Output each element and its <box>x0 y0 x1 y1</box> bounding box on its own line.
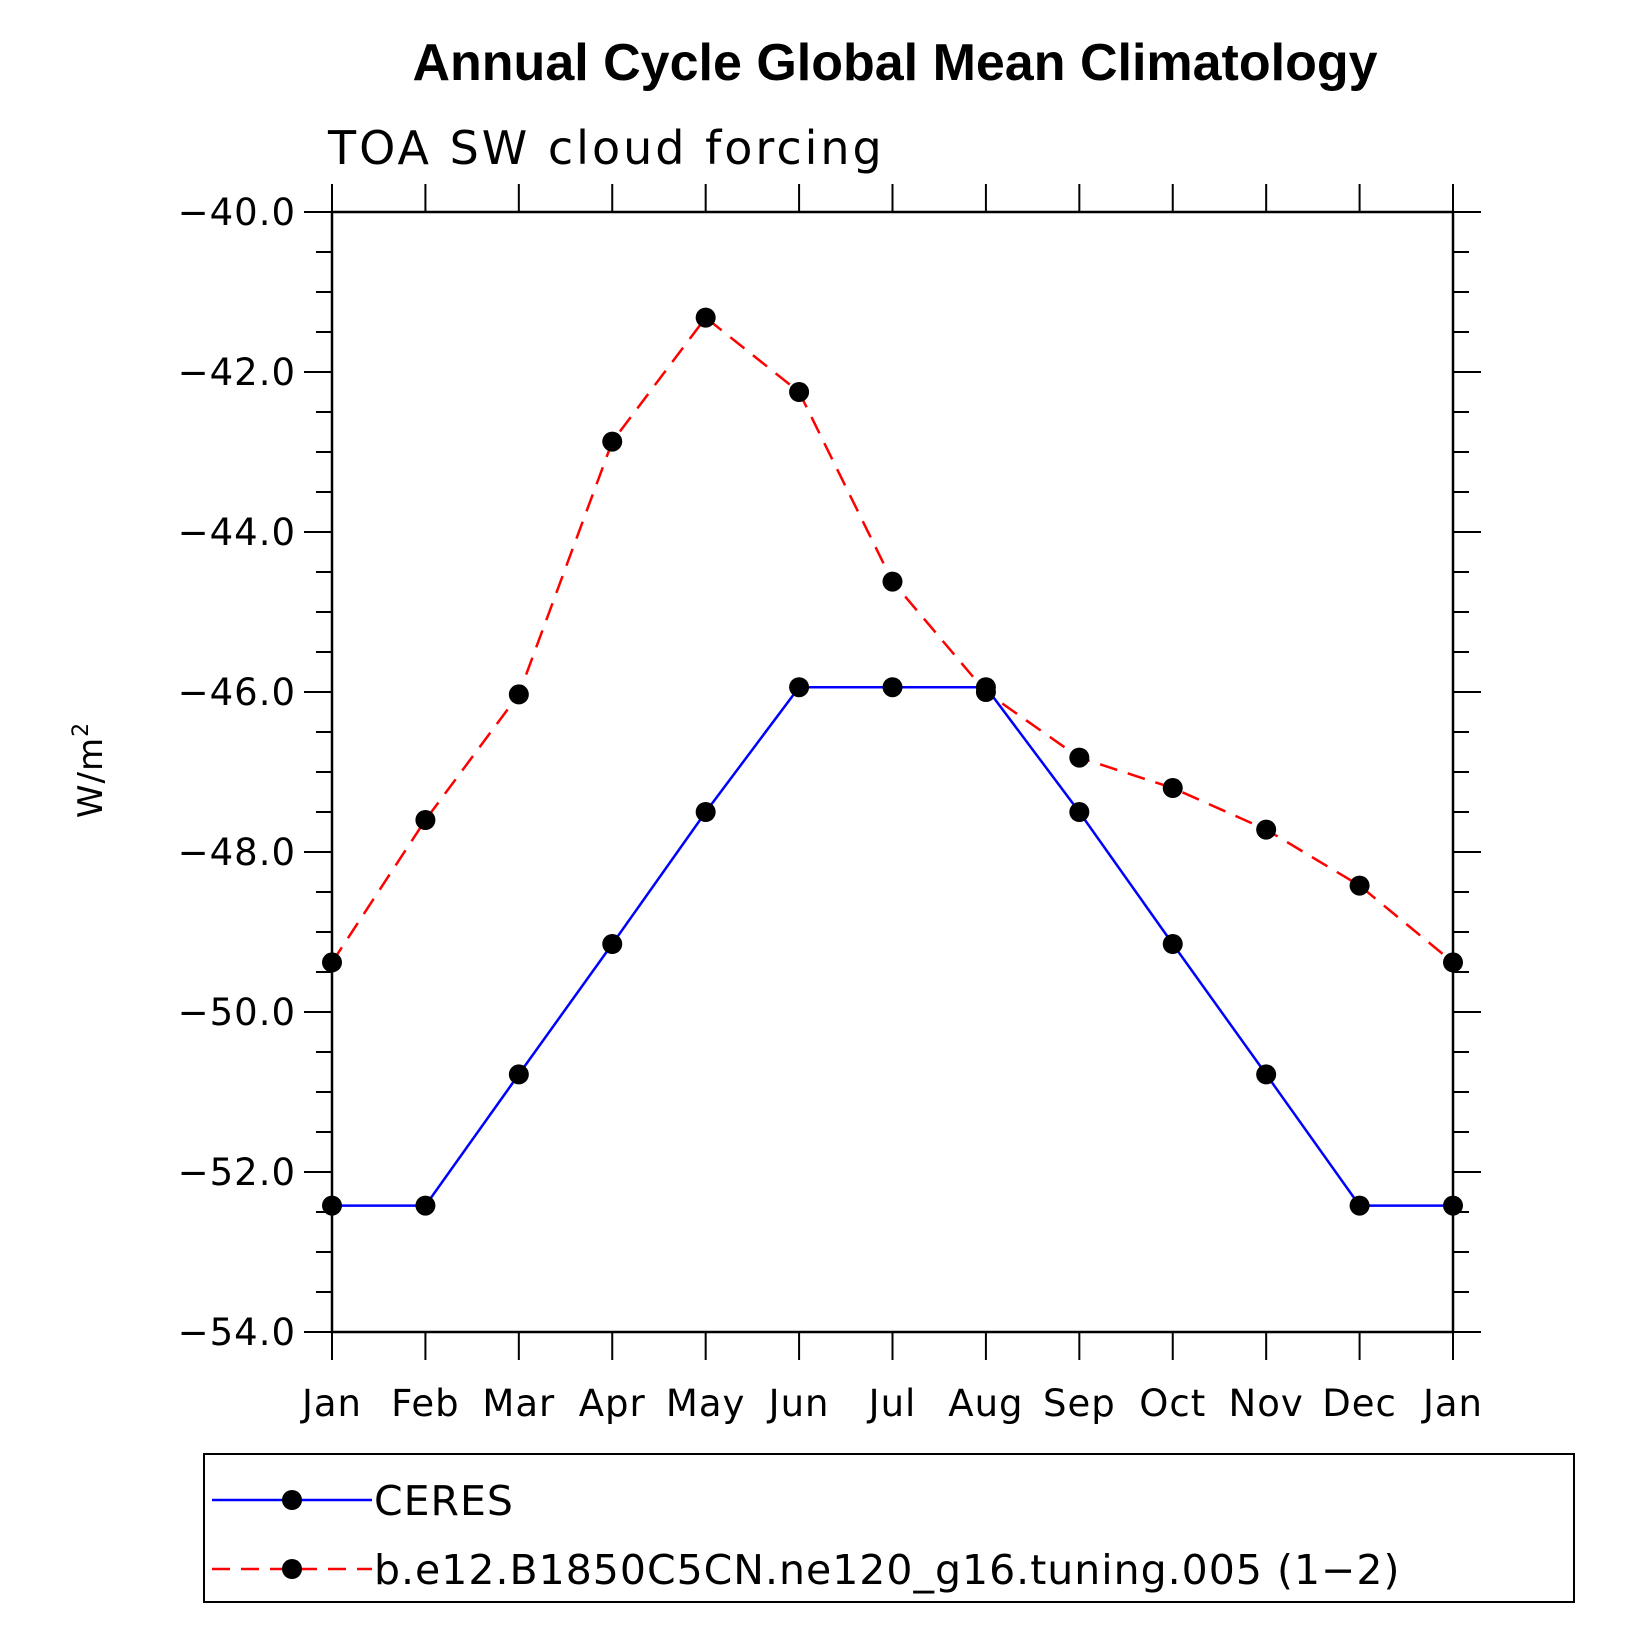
data-point-model <box>602 431 623 452</box>
y-tick-label: −52.0 <box>178 1151 296 1194</box>
x-tick-label: Jan <box>300 1382 362 1425</box>
data-point-ceres <box>322 1195 342 1216</box>
data-point-ceres <box>1443 1195 1463 1216</box>
y-tick-labels: −40.0 −42.0 −44.0 −46.0 −48.0 −50.0 −52.0 −54.0 <box>178 191 296 1354</box>
data-point-ceres <box>602 934 623 954</box>
y-tick-label: −46.0 <box>178 671 296 714</box>
legend-marker-model <box>282 1559 302 1579</box>
data-point-model <box>1256 819 1277 840</box>
data-point-ceres <box>789 677 810 698</box>
y-tick-label: −40.0 <box>178 191 296 234</box>
data-point-model <box>1162 778 1183 798</box>
data-point-model <box>789 382 810 402</box>
data-point-model <box>508 684 529 705</box>
x-tick-label: Oct <box>1139 1382 1206 1425</box>
x-tick-labels: Jan Feb Mar Apr May Jun Jul Aug Sep Oct Nov Dec Jan <box>300 1382 1483 1425</box>
data-point-model <box>882 571 903 592</box>
y-tick-label: −44.0 <box>178 511 296 554</box>
x-tick-label: Sep <box>1043 1382 1116 1425</box>
x-tick-label: Feb <box>391 1382 460 1425</box>
y-tick-label: −42.0 <box>178 351 296 394</box>
y-tick-label: −54.0 <box>178 1311 296 1354</box>
data-point-ceres <box>1069 802 1090 822</box>
data-point-ceres <box>1349 1195 1370 1216</box>
x-tick-label: Mar <box>482 1382 555 1425</box>
legend-marker-ceres <box>282 1490 302 1510</box>
legend-box <box>203 1453 1575 1603</box>
data-point-model <box>1349 875 1370 896</box>
x-tick-label: Apr <box>579 1382 646 1425</box>
legend: CERES b.e12.B1850C5CN.ne120_g16.tuning.0… <box>203 1453 1575 1603</box>
data-point-ceres <box>695 802 716 822</box>
x-tick-label: Aug <box>948 1382 1023 1425</box>
plot-frame <box>330 210 1455 1334</box>
x-tick-label: Nov <box>1229 1382 1304 1425</box>
x-tick-label: Jul <box>867 1382 917 1425</box>
chart-subtitle: TOA SW cloud forcing <box>327 121 885 175</box>
data-point-model <box>975 682 996 702</box>
y-axis-label: W/m2 <box>69 722 111 818</box>
x-tick-label: Jun <box>767 1382 830 1425</box>
data-point-ceres <box>415 1195 436 1216</box>
data-point-model <box>1443 952 1463 973</box>
y-tick-label: −50.0 <box>178 991 296 1034</box>
data-point-ceres <box>1256 1064 1277 1085</box>
x-tick-label: Dec <box>1322 1382 1397 1425</box>
x-tick-label: May <box>666 1382 746 1425</box>
legend-label-ceres: CERES <box>374 1477 514 1525</box>
data-point-ceres <box>1162 934 1183 954</box>
x-tick-label: Jan <box>1421 1382 1483 1425</box>
plot-axes <box>304 184 1481 1360</box>
data-point-ceres <box>508 1064 529 1085</box>
data-point-model <box>695 307 716 328</box>
series-line-ceres <box>332 685 1453 1207</box>
series-line-model <box>330 315 1454 964</box>
data-point-ceres <box>882 677 903 698</box>
data-point-model <box>1069 747 1090 768</box>
data-point-model <box>322 952 342 973</box>
data-point-model <box>415 810 436 830</box>
series-layer <box>322 307 1463 1216</box>
y-tick-label: −48.0 <box>178 831 296 874</box>
legend-label-model: b.e12.B1850C5CN.ne120_g16.tuning.005 (1−… <box>374 1546 1400 1594</box>
chart-title: Annual Cycle Global Mean Climatology <box>412 34 1377 92</box>
